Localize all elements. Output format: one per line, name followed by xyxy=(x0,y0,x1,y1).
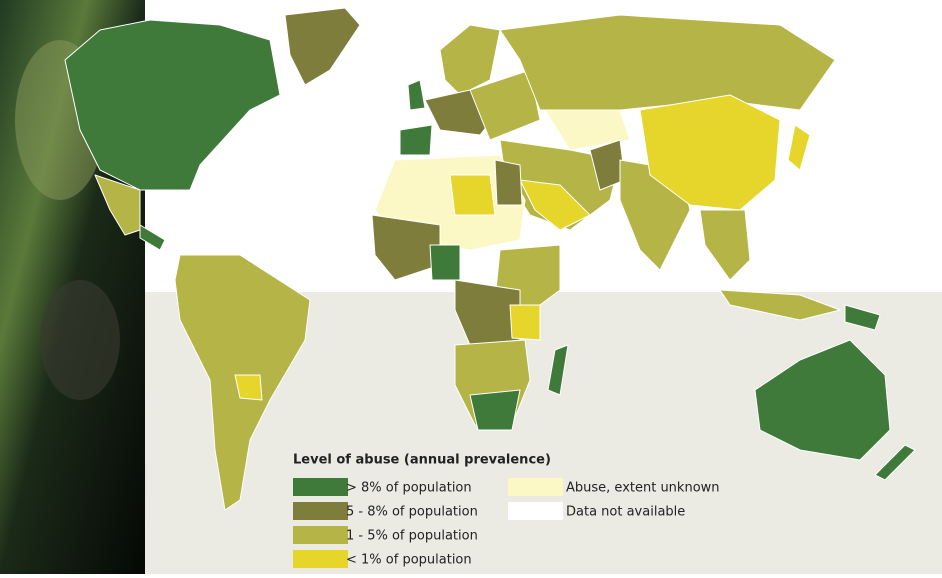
japan xyxy=(787,124,811,171)
nigeria xyxy=(429,244,461,281)
central-america xyxy=(139,224,166,251)
legend-swatch xyxy=(508,502,563,520)
legend-swatch xyxy=(293,550,348,568)
tanzania xyxy=(509,304,541,341)
west-africa xyxy=(371,214,441,281)
legend-label: 5 - 8% of population xyxy=(346,505,478,520)
legend-swatch xyxy=(293,502,348,520)
russia xyxy=(499,14,836,111)
countries xyxy=(64,7,916,511)
scandinavia xyxy=(439,24,501,96)
southeast-asia xyxy=(699,209,751,281)
australia xyxy=(754,339,891,461)
north-america xyxy=(64,19,281,191)
new-zealand xyxy=(874,444,916,481)
arabia xyxy=(519,179,591,231)
kazakhstan xyxy=(544,109,631,151)
china xyxy=(639,94,781,211)
iberia xyxy=(399,124,433,156)
legend-label: 1 - 5% of population xyxy=(346,529,478,544)
legend-label: Data not available xyxy=(566,505,685,520)
mexico xyxy=(94,174,141,236)
indonesia xyxy=(719,289,841,321)
madagascar xyxy=(547,344,569,396)
legend-swatch xyxy=(293,526,348,544)
eastern-europe xyxy=(469,69,541,141)
paraguay xyxy=(234,374,263,401)
legend-label: Abuse, extent unknown xyxy=(566,481,720,496)
legend-swatch xyxy=(293,478,348,496)
legend-title: Level of abuse (annual prevalence) xyxy=(293,453,551,468)
photo-detail xyxy=(40,280,120,400)
uk xyxy=(407,79,426,111)
new-guinea xyxy=(844,304,881,331)
legend-label: > 8% of population xyxy=(346,481,472,496)
libya xyxy=(449,174,496,216)
legend-label: < 1% of population xyxy=(346,553,472,568)
south-africa xyxy=(469,389,521,431)
greenland xyxy=(284,7,361,86)
legend-swatch xyxy=(508,478,563,496)
egypt xyxy=(494,159,523,206)
legend: Level of abuse (annual prevalence) > 8% … xyxy=(293,453,720,568)
